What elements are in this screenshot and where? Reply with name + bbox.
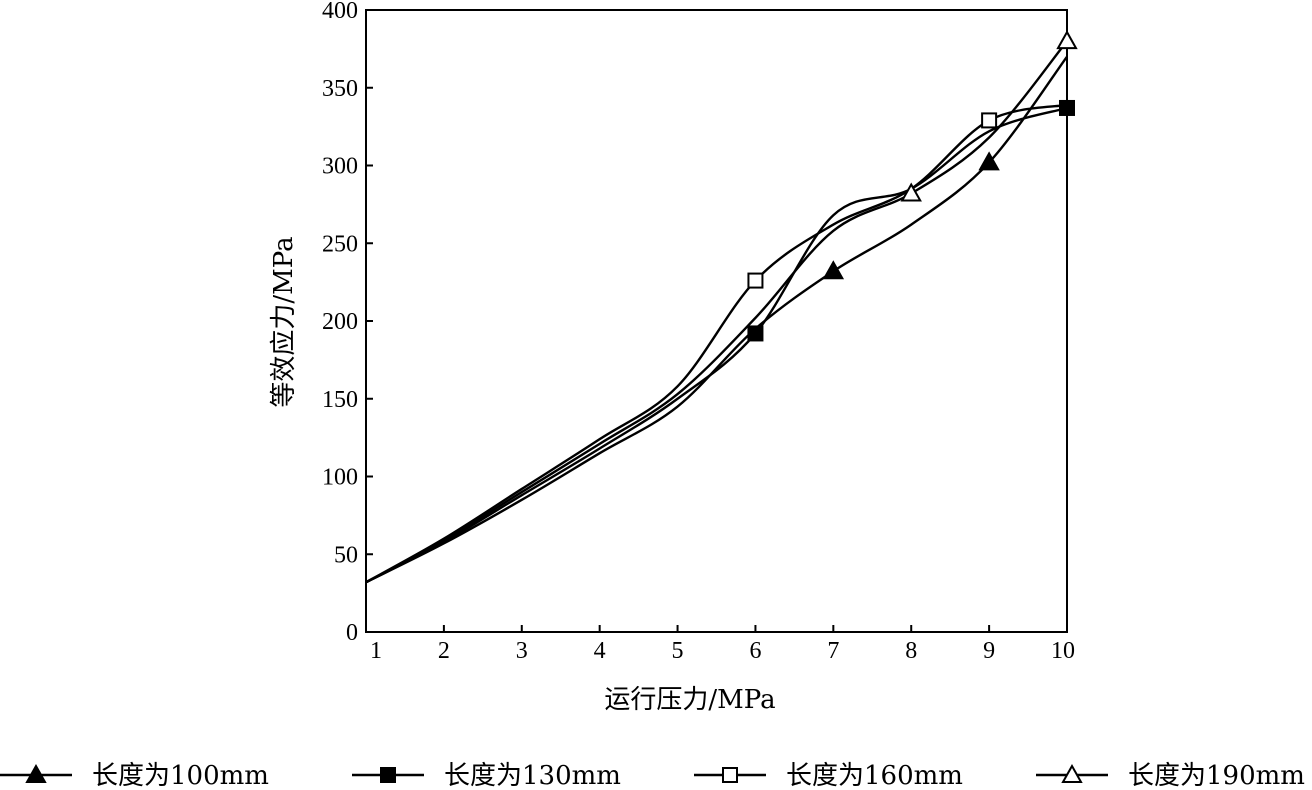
series-line-3 [365,103,1068,584]
series-4-point [1056,30,1078,50]
series-line-1 [365,55,1068,584]
y-axis: 0 50 100 150 200 250 300 350 400 [322,0,373,646]
legend-label-1: 长度为100mm [92,761,269,790]
legend-label-4: 长度为190mm [1128,761,1305,790]
x-tick-label: 3 [516,638,528,664]
x-axis-label: 运行压力/MPa [604,685,775,715]
x-tick-label: 2 [438,638,450,664]
legend: 长度为100mm 长度为130mm 长度为160mm 长度为190mm [0,761,1305,790]
x-tick-label: 8 [905,638,917,664]
y-tick-label: 400 [322,0,358,24]
y-tick-label: 200 [322,309,358,335]
x-tick-label: 4 [594,638,606,664]
y-tick-label: 50 [334,542,358,568]
y-tick-label: 300 [322,154,358,180]
series-line-2 [365,106,1068,584]
x-axis: 1 2 3 4 5 6 7 8 9 10 [365,625,1075,664]
legend-marker-3 [722,767,738,783]
x-tick-label: 6 [749,638,761,664]
y-tick-label: 150 [322,387,358,413]
y-tick-label: 100 [322,465,358,491]
series-1-point [822,260,845,280]
series-3-point [747,272,764,289]
series-3-point [981,112,998,129]
y-tick-label: 350 [322,76,358,102]
series-2-point [747,325,764,342]
legend-marker-1 [25,763,47,783]
series-lines [365,40,1068,584]
x-tick-label: 7 [827,638,839,664]
y-axis-label: 等效应力/MPa [269,236,299,407]
series-4-point [900,182,922,202]
x-tick-label: 9 [983,638,995,664]
series-markers [747,30,1078,342]
x-tick-label: 5 [672,638,684,664]
legend-marker-2 [380,767,396,783]
x-tick-label: 10 [1051,638,1075,664]
legend-label-3: 长度为160mm [786,761,963,790]
series-1-point [978,151,1000,171]
series-line-4 [365,40,1068,584]
y-tick-label: 0 [346,620,358,646]
legend-label-2: 长度为130mm [444,761,621,790]
series-2-point [1059,99,1075,116]
legend-marker-4 [1061,763,1083,783]
y-tick-label: 250 [322,231,358,257]
x-tick-label: 1 [370,638,382,664]
plot-frame [365,9,1068,633]
